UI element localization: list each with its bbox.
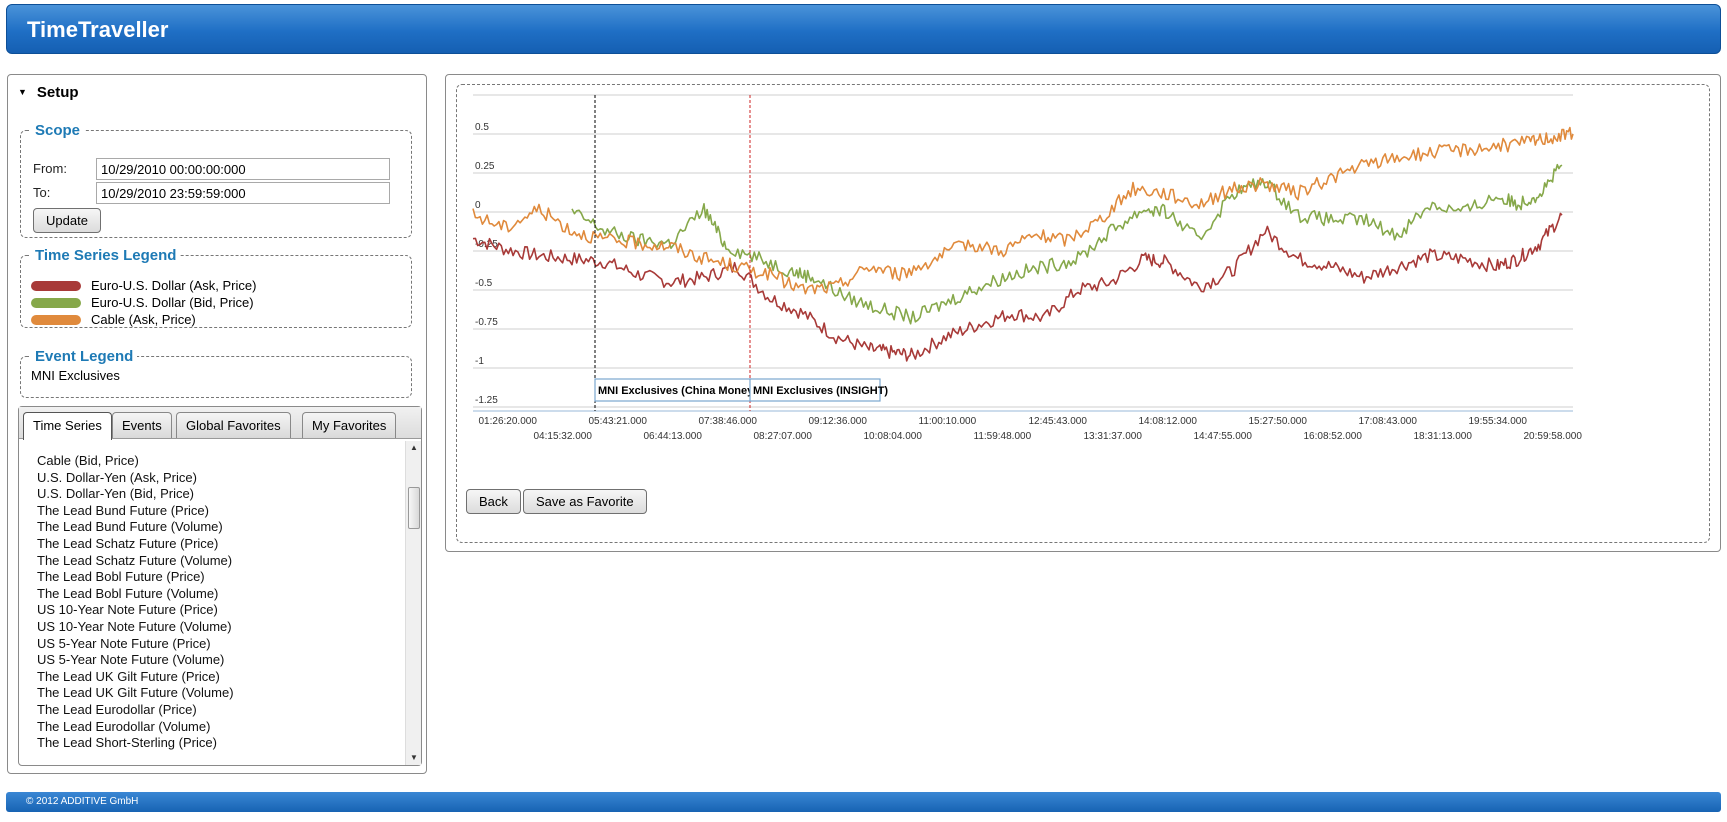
series-list-item[interactable]: The Lead UK Gilt Future (Volume) [37, 685, 234, 701]
series-tabs: Time Series Events Global Favorites My F… [18, 406, 422, 766]
legend-swatch [31, 281, 81, 291]
app-header: TimeTraveller [6, 4, 1721, 54]
copyright-text: © 2012 ADDITIVE GmbH [26, 796, 139, 807]
x-tick-label: 08:27:07.000 [754, 431, 813, 442]
scroll-down-icon[interactable]: ▼ [410, 753, 418, 762]
y-tick-label: 0 [475, 200, 481, 211]
list-scrollbar[interactable]: ▲ ▼ [405, 441, 421, 765]
setup-heading: Setup [36, 84, 79, 101]
x-tick-label: 13:31:37.000 [1084, 431, 1143, 442]
series-line [472, 126, 1574, 295]
y-tick-label: -1.25 [475, 395, 498, 406]
y-tick-label: -0.25 [475, 239, 498, 250]
tab-my-favorites[interactable]: My Favorites [302, 412, 397, 438]
x-tick-label: 05:43:21.000 [589, 416, 648, 427]
y-tick-label: -1 [475, 356, 484, 367]
tab-bar: Time Series Events Global Favorites My F… [19, 407, 421, 440]
x-tick-label: 07:38:46.000 [699, 416, 758, 427]
series-line [571, 163, 1563, 325]
event-legend-title: Event Legend [35, 348, 134, 365]
chart-panel: 0.5 0.25 0 -0.25 -0.5 -0.75 -1 -1.25 01:26:20.00… [445, 74, 1721, 552]
series-list-item[interactable]: The Lead Bund Future (Price) [37, 502, 209, 518]
from-label: From: [33, 161, 67, 176]
series-list-item[interactable]: The Lead Bobl Future (Volume) [37, 585, 219, 601]
series-list-item[interactable]: The Lead Bund Future (Volume) [37, 519, 223, 535]
series-list-item[interactable]: The Lead Schatz Future (Price) [37, 535, 219, 551]
series-list-item[interactable]: The Lead Short-Sterling (Price) [37, 735, 217, 751]
series-list-item[interactable]: The Lead Schatz Future (Volume) [37, 552, 233, 568]
setup-toggle[interactable]: ▼ Setup [18, 84, 79, 101]
scope-group: Scope From: To: Update [20, 122, 412, 238]
back-button[interactable]: Back [466, 489, 521, 514]
series-list-item[interactable]: Cable (Bid, Price) [37, 453, 139, 468]
series-list-item[interactable]: US 5-Year Note Future (Price) [37, 635, 211, 651]
x-tick-label: 01:26:20.000 [479, 416, 538, 427]
x-tick-label: 10:08:04.000 [864, 431, 923, 442]
series-list-item[interactable]: The Lead Eurodollar (Volume) [37, 718, 211, 734]
app-title: TimeTraveller [27, 17, 169, 42]
event-label[interactable]: MNI Exclusives (INSIGHT) [753, 385, 888, 397]
y-tick-label: 0.25 [475, 161, 495, 172]
event-label-box[interactable] [749, 378, 881, 402]
x-tick-label: 09:12:36.000 [809, 416, 868, 427]
time-series-chart[interactable]: 0.5 0.25 0 -0.25 -0.5 -0.75 -1 -1.25 01:26:20.00… [457, 85, 1711, 544]
y-tick-label: -0.5 [475, 278, 493, 289]
y-tick-label: -0.75 [475, 317, 498, 328]
tab-time-series[interactable]: Time Series [23, 412, 112, 440]
x-tick-label: 19:55:34.000 [1469, 416, 1528, 427]
legend-swatch [31, 298, 81, 308]
x-tick-label: 06:44:13.000 [644, 431, 703, 442]
x-tick-label: 11:59:48.000 [974, 431, 1032, 442]
tab-global-favorites[interactable]: Global Favorites [176, 412, 291, 438]
series-list-item[interactable]: The Lead UK Gilt Future (Price) [37, 668, 220, 684]
from-input[interactable] [96, 158, 390, 180]
x-tick-label: 14:47:55.000 [1194, 431, 1253, 442]
event-legend-group: Event Legend MNI Exclusives [20, 348, 412, 398]
time-series-legend-title: Time Series Legend [35, 247, 177, 264]
app-footer: © 2012 ADDITIVE GmbH [6, 792, 1721, 812]
x-tick-label: 12:45:43.000 [1029, 416, 1088, 427]
scroll-thumb[interactable] [408, 487, 420, 529]
series-list-item[interactable]: The Lead Eurodollar (Price) [37, 701, 197, 717]
scroll-up-icon[interactable]: ▲ [410, 443, 418, 452]
series-list-item[interactable]: US 5-Year Note Future (Volume) [37, 652, 225, 668]
event-label[interactable]: MNI Exclusives (China Money W [598, 385, 767, 397]
update-button[interactable]: Update [33, 208, 101, 233]
collapse-triangle-icon[interactable]: ▼ [18, 87, 27, 97]
series-list-item[interactable]: U.S. Dollar-Yen (Ask, Price) [37, 469, 197, 485]
y-tick-label: 0.5 [475, 122, 489, 133]
chart-frame: 0.5 0.25 0 -0.25 -0.5 -0.75 -1 -1.25 01:26:20.00… [456, 84, 1710, 543]
scope-legend: Scope [35, 122, 81, 139]
x-tick-label: 04:15:32.000 [534, 431, 593, 442]
series-list-item[interactable]: U.S. Dollar-Yen (Bid, Price) [37, 486, 195, 502]
time-series-legend-group: Time Series Legend Euro-U.S. Dollar (Ask… [20, 247, 412, 328]
series-list-item[interactable]: US 10-Year Note Future (Price) [37, 602, 218, 618]
setup-panel: ▼ Setup Scope From: To: Update Time Serie… [7, 74, 427, 774]
x-tick-label: 14:08:12.000 [1139, 416, 1198, 427]
series-list-item[interactable]: US 10-Year Note Future (Volume) [37, 618, 232, 634]
tab-events[interactable]: Events [112, 412, 172, 438]
to-input[interactable] [96, 182, 390, 204]
save-favorite-button[interactable]: Save as Favorite [523, 489, 647, 514]
x-tick-label: 15:27:50.000 [1249, 416, 1308, 427]
x-tick-label: 11:00:10.000 [919, 416, 977, 427]
x-tick-label: 20:59:58.000 [1524, 431, 1583, 442]
x-tick-label: 16:08:52.000 [1304, 431, 1363, 442]
series-line [472, 212, 1563, 362]
x-tick-label: 18:31:13.000 [1414, 431, 1473, 442]
x-tick-label: 17:08:43.000 [1359, 416, 1418, 427]
time-series-list: Cable (Bid, Price) U.S. Dollar-Yen (Ask, … [37, 453, 392, 763]
event-legend-item: MNI Exclusives [31, 368, 120, 383]
to-label: To: [33, 185, 51, 200]
series-list-item[interactable]: The Lead Bobl Future (Price) [37, 569, 205, 585]
legend-swatch [31, 315, 81, 325]
